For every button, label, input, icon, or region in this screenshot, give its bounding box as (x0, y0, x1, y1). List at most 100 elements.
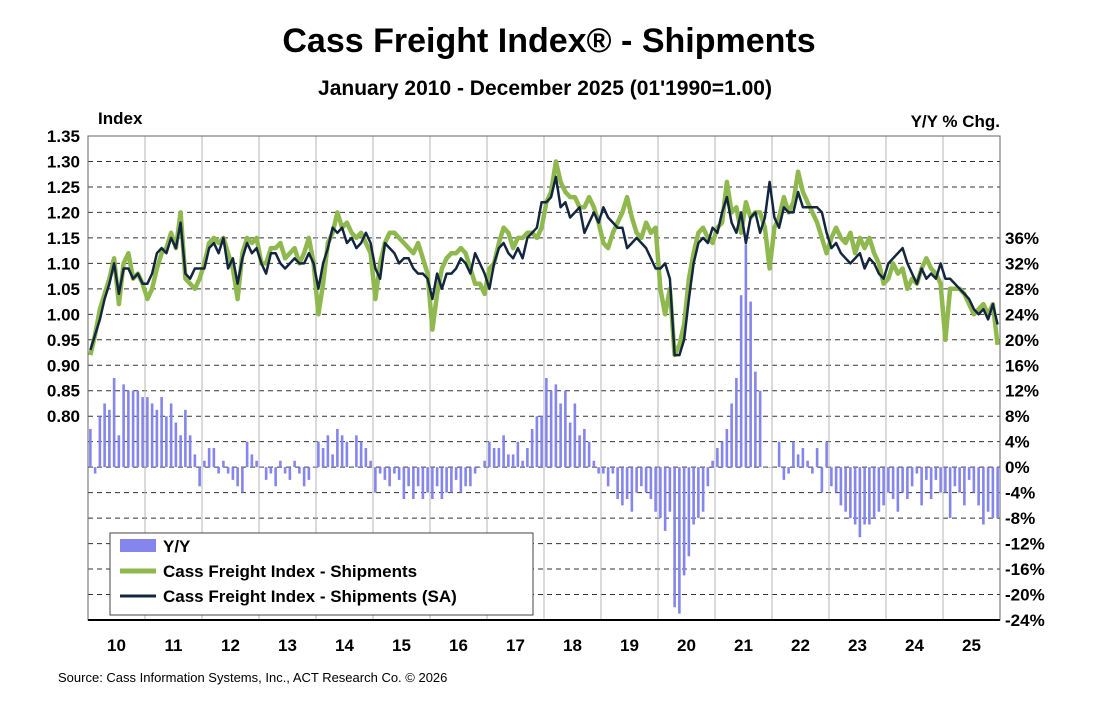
yoy-bar (706, 467, 710, 487)
yoy-bar (193, 454, 197, 468)
x-tick-label: 21 (734, 636, 753, 655)
yoy-bar (217, 467, 220, 474)
x-tick-label: 11 (165, 636, 183, 655)
yoy-bar (834, 467, 838, 493)
chart-title: Cass Freight Index® - Shipments (282, 22, 815, 60)
yoy-bar (521, 460, 524, 468)
yoy-bar (184, 409, 187, 468)
yoy-bar (98, 416, 102, 468)
yoy-bar (625, 467, 629, 499)
yoy-bar (830, 467, 833, 487)
yoy-bar (260, 467, 263, 468)
yoy-bar (540, 416, 543, 468)
yoy-bar (545, 378, 548, 468)
yoy-bar (977, 467, 980, 506)
yoy-bar (635, 467, 638, 493)
left-tick-label: 1.00 (47, 305, 80, 324)
yoy-bar (212, 448, 216, 468)
x-tick-label: 15 (392, 636, 411, 655)
yoy-bar (146, 397, 149, 468)
yoy-bar (445, 467, 448, 493)
yoy-bar (369, 460, 372, 468)
right-tick-label: 32% (1005, 254, 1039, 273)
yoy-bar (136, 390, 140, 468)
yoy-bar (697, 467, 700, 519)
yoy-bar (350, 467, 353, 468)
yoy-bar (122, 384, 125, 468)
yoy-bar (687, 467, 691, 557)
right-tick-label: 0% (1005, 458, 1030, 477)
yoy-bar (934, 467, 938, 480)
yoy-bar (179, 435, 182, 468)
yoy-bar (754, 371, 757, 468)
yoy-bar (958, 467, 961, 493)
yoy-bar (735, 378, 738, 468)
yoy-bar (302, 467, 306, 487)
yoy-bar (198, 467, 201, 487)
yoy-bar (630, 467, 634, 512)
right-tick-label: -4% (1005, 484, 1035, 503)
right-tick-label: -12% (1005, 535, 1045, 554)
x-tick-label: 16 (449, 636, 468, 655)
yoy-bar (815, 448, 819, 468)
yoy-bar (668, 467, 672, 512)
yoy-bar (716, 448, 719, 468)
right-tick-label: 36% (1005, 229, 1039, 248)
yoy-bar (920, 467, 923, 506)
yoy-bar (440, 467, 444, 499)
yoy-bar (853, 467, 857, 525)
yoy-bar (312, 467, 315, 468)
yoy-bar (801, 448, 805, 468)
yoy-bar (915, 467, 919, 474)
yoy-bar (459, 467, 463, 493)
yoy-bar (549, 390, 553, 468)
yoy-bar (777, 441, 781, 468)
right-tick-label: 4% (1005, 433, 1030, 452)
yoy-bar (93, 467, 97, 474)
yoy-bar (150, 403, 154, 468)
yoy-bar (986, 467, 990, 512)
yoy-bar (402, 467, 406, 499)
yoy-bar (991, 467, 995, 519)
yoy-bar (174, 422, 178, 468)
yoy-bar (925, 467, 928, 480)
right-tick-label: -16% (1005, 560, 1045, 579)
yoy-bar (393, 467, 396, 474)
left-tick-label: 0.90 (47, 356, 80, 375)
x-tick-label: 14 (335, 636, 354, 655)
yoy-bar (592, 460, 596, 468)
left-tick-label: 0.85 (47, 382, 80, 401)
yoy-bar (621, 467, 624, 506)
yoy-bar (725, 428, 729, 468)
yoy-bar (245, 441, 249, 468)
yoy-bar (535, 416, 539, 468)
yoy-bar (849, 467, 852, 519)
yoy-bar (568, 422, 572, 468)
yoy-bar (331, 454, 334, 468)
yoy-bar (435, 467, 439, 487)
x-tick-label: 25 (962, 636, 981, 655)
yoy-bar (483, 460, 486, 468)
left-tick-label: 1.25 (47, 178, 80, 197)
yoy-bar (948, 467, 952, 519)
left-tick-label: 0.95 (47, 331, 80, 350)
yoy-bar (364, 448, 368, 468)
left-tick-label: 1.10 (47, 254, 80, 273)
yoy-bar (222, 460, 225, 468)
yoy-bars (89, 244, 999, 614)
yoy-bar (953, 467, 957, 487)
yoy-bar (127, 390, 130, 468)
yoy-bar (758, 390, 762, 468)
legend-box (109, 532, 534, 616)
yoy-bar (416, 467, 420, 487)
yoy-bar (336, 428, 339, 468)
right-tick-label: -8% (1005, 509, 1035, 528)
x-tick-label: 19 (620, 636, 639, 655)
yoy-bar (578, 435, 581, 468)
yoy-bar (492, 448, 496, 468)
yoy-bar (488, 441, 491, 468)
yoy-bar (929, 467, 933, 499)
yoy-bar (374, 467, 377, 493)
